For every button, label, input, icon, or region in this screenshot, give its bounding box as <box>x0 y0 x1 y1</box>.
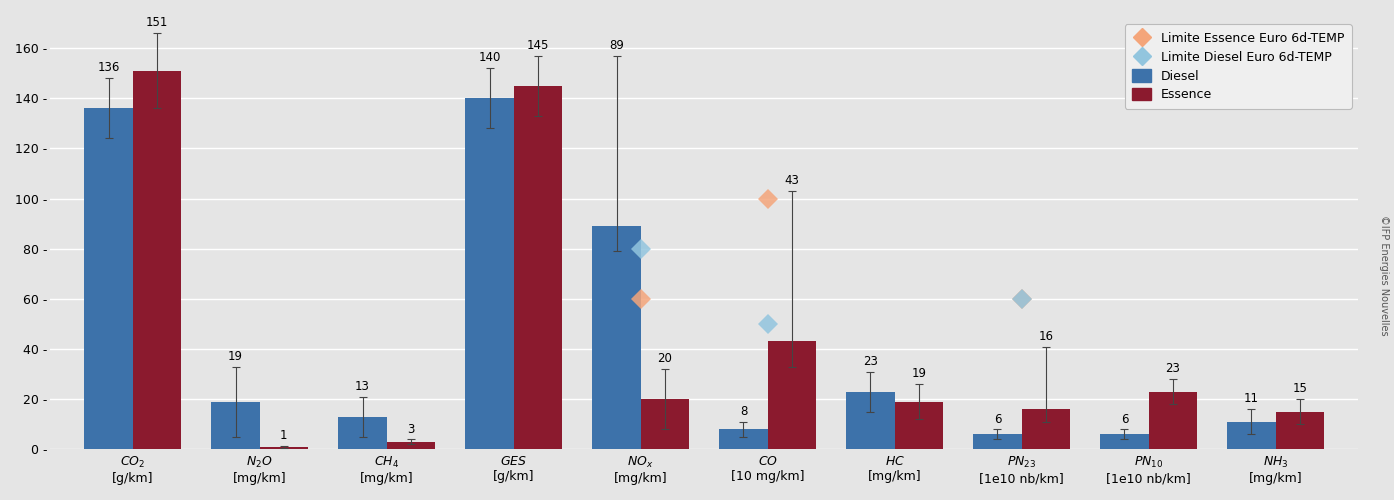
Text: 11: 11 <box>1243 392 1259 406</box>
Text: 8: 8 <box>740 405 747 418</box>
Text: 140: 140 <box>478 52 500 64</box>
Text: 16: 16 <box>1039 330 1054 342</box>
Bar <box>592 226 641 450</box>
Text: 145: 145 <box>527 39 549 52</box>
Text: 43: 43 <box>785 174 799 187</box>
Bar <box>85 108 132 450</box>
Bar <box>846 392 895 450</box>
Text: 19: 19 <box>912 368 926 380</box>
Bar <box>513 86 562 450</box>
Bar <box>1227 422 1276 450</box>
Text: 20: 20 <box>658 352 672 366</box>
Bar <box>132 70 181 450</box>
Text: 89: 89 <box>609 39 625 52</box>
Bar <box>1100 434 1149 450</box>
Text: 1: 1 <box>280 430 287 442</box>
Bar <box>973 434 1022 450</box>
Text: 13: 13 <box>355 380 369 393</box>
Text: 23: 23 <box>1165 362 1181 376</box>
Bar <box>386 442 435 450</box>
Bar <box>259 447 308 450</box>
Text: 6: 6 <box>994 412 1001 426</box>
Text: 15: 15 <box>1292 382 1308 396</box>
Bar <box>641 399 689 450</box>
Text: 6: 6 <box>1121 412 1128 426</box>
Bar <box>1149 392 1197 450</box>
Text: 19: 19 <box>229 350 243 363</box>
Text: 23: 23 <box>863 355 878 368</box>
Text: ©IFP Energies Nouvelles: ©IFP Energies Nouvelles <box>1379 214 1390 336</box>
Text: 3: 3 <box>407 422 414 436</box>
Bar <box>1276 412 1324 450</box>
Bar <box>895 402 942 450</box>
Bar <box>466 98 513 450</box>
Legend: Limite Essence Euro 6d-TEMP, Limite Diesel Euro 6d-TEMP, Diesel, Essence: Limite Essence Euro 6d-TEMP, Limite Dies… <box>1125 24 1352 108</box>
Bar <box>339 416 386 450</box>
Bar <box>768 342 815 450</box>
Bar <box>212 402 259 450</box>
Text: 136: 136 <box>98 62 120 74</box>
Bar <box>719 430 768 450</box>
Text: 151: 151 <box>145 16 169 29</box>
Bar <box>1022 409 1069 450</box>
